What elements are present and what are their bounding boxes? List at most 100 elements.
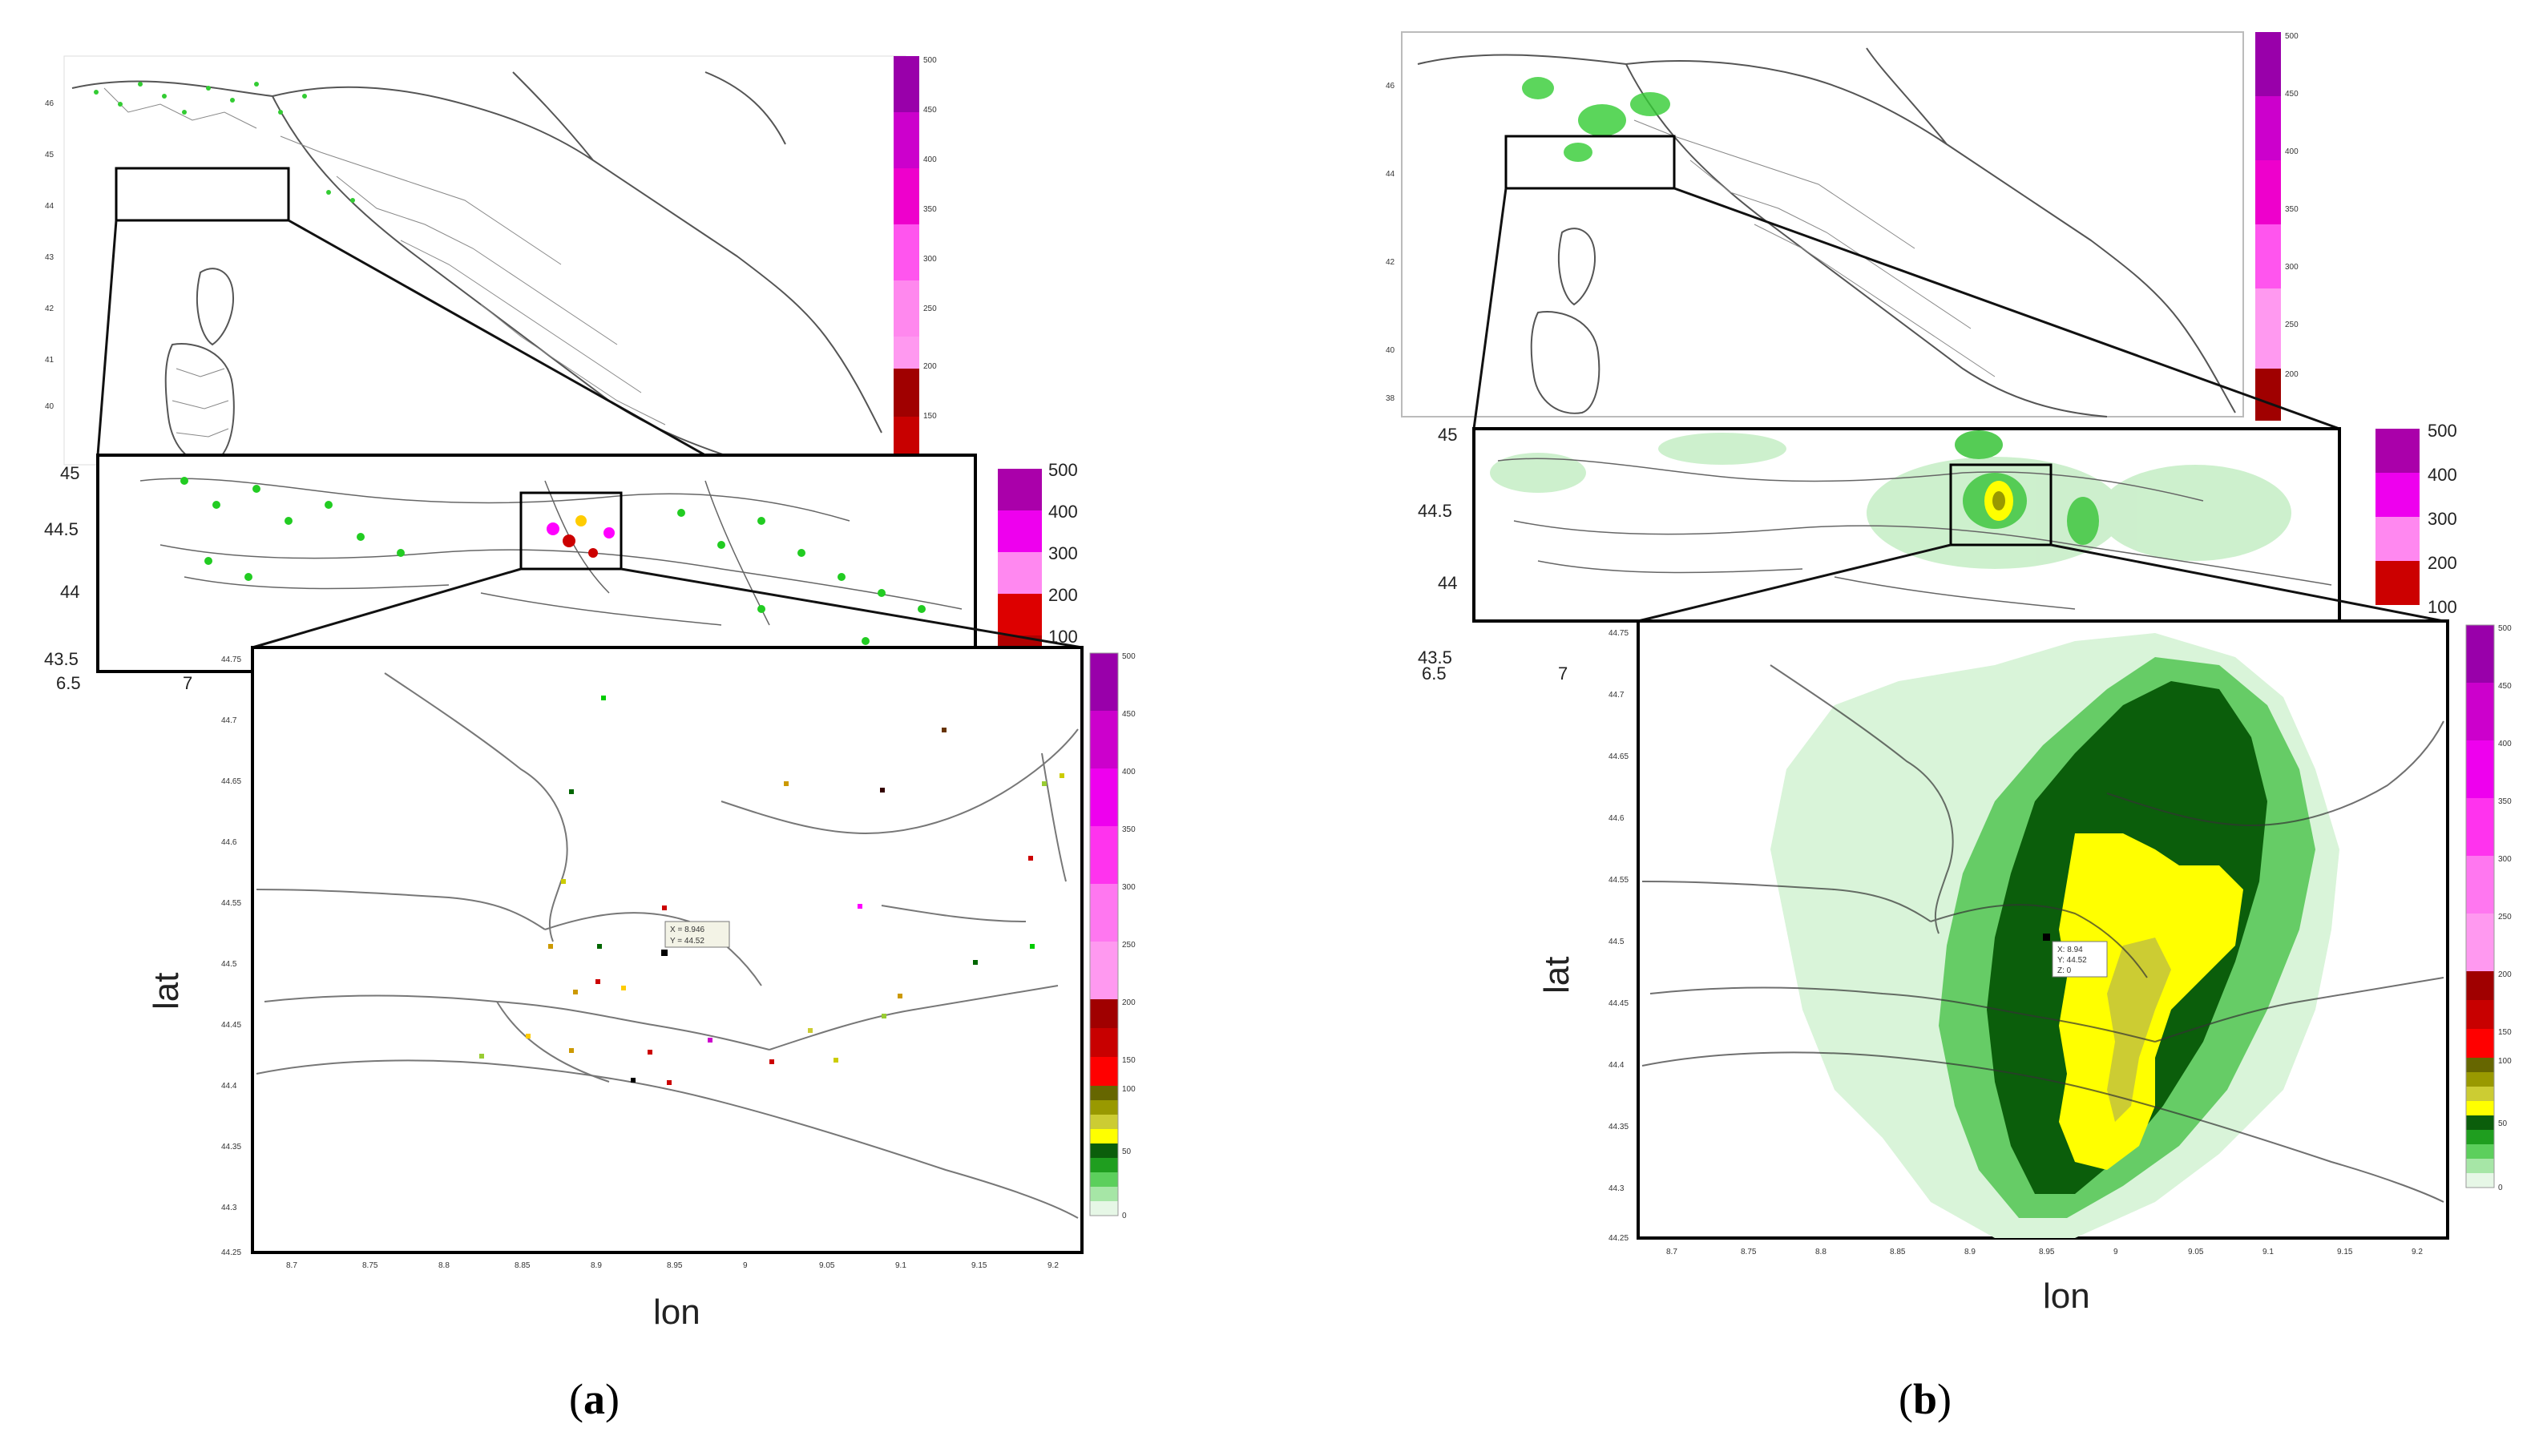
zoom-lat-tick: 44.4 bbox=[221, 1082, 237, 1091]
zoom-lon-tick: 9.05 bbox=[819, 1261, 835, 1270]
y-axis-title-b: lat bbox=[1537, 957, 1576, 994]
zoom-colorbar-a: 500 450 400 350 300 250 200 150 100 50 0 bbox=[1089, 652, 1136, 1220]
zoom-cbar-tick-b: 400 bbox=[2498, 740, 2512, 748]
zoom-lat-axis-b: 44.75 44.7 44.65 44.6 44.55 44.5 44.45 4… bbox=[1609, 629, 1629, 1243]
zoom-lon-tick: 9.15 bbox=[971, 1261, 987, 1270]
italy-coastline bbox=[71, 71, 882, 466]
x-axis-title-b: lon bbox=[2043, 1277, 2090, 1316]
caption-a: (a) bbox=[569, 1375, 620, 1423]
zoom-lon-tick-b: 8.95 bbox=[2039, 1248, 2055, 1256]
zoom-cbar-tick: 0 bbox=[1122, 1212, 1127, 1220]
overview-cbar-tick: 500 bbox=[923, 56, 937, 65]
zoom-lat-tick-b: 44.7 bbox=[1609, 691, 1625, 700]
overview-zoom-box bbox=[115, 167, 290, 222]
zoom-lat-tick: 44.25 bbox=[221, 1248, 241, 1257]
overview-lat-tick-b: 40 bbox=[1386, 346, 1395, 355]
overview-cbar-tick-b: 400 bbox=[2285, 147, 2299, 156]
zoom-lat-tick: 44.75 bbox=[221, 655, 241, 664]
zoom-lat-tick: 44.45 bbox=[221, 1021, 241, 1030]
zoom-cbar-tick: 300 bbox=[1122, 883, 1136, 892]
mid-lon-tick: 6.5 bbox=[56, 673, 81, 693]
overview-zoom-box-b bbox=[1504, 135, 1676, 190]
zoom-lon-tick-b: 9.2 bbox=[2412, 1248, 2423, 1256]
datatip-z-b: Z: 0 bbox=[2057, 966, 2072, 975]
zoom-cbar-tick: 150 bbox=[1122, 1056, 1136, 1065]
zoom-lon-axis-a: 8.7 8.75 8.8 8.85 8.9 8.95 9 9.05 9.1 9.… bbox=[286, 1261, 1059, 1270]
zoom-lon-tick: 8.9 bbox=[591, 1261, 602, 1270]
overview-lat-axis: 46 45 44 43 42 41 40 bbox=[45, 99, 54, 411]
overview-map-a: 46 45 44 43 42 41 40 500 450 bbox=[45, 55, 937, 466]
mid-cbar-tick: 300 bbox=[1048, 543, 1078, 563]
overview-cbar-tick-b: 500 bbox=[2285, 32, 2299, 41]
zoom-lat-tick: 44.7 bbox=[221, 716, 237, 725]
zoom-lon-tick: 9 bbox=[743, 1261, 748, 1270]
panel-a: 46 45 44 43 42 41 40 500 450 bbox=[0, 0, 1274, 1452]
overview-cbar-tick: 450 bbox=[923, 106, 937, 115]
overview-cbar-tick: 150 bbox=[923, 412, 937, 421]
zoom-lon-tick-b: 9 bbox=[2113, 1248, 2118, 1256]
zoom-cbar-tick-b: 150 bbox=[2498, 1028, 2512, 1037]
zoom-cbar-tick: 400 bbox=[1122, 768, 1136, 776]
mid-map-b: 45 44.5 44 43.5 6.5 7 500 400 300 200 10… bbox=[1418, 421, 2457, 684]
zoom-lon-tick-b: 8.75 bbox=[1741, 1248, 1757, 1256]
zoom-lat-tick: 44.5 bbox=[221, 960, 237, 969]
zoom-lat-tick-b: 44.75 bbox=[1609, 629, 1629, 638]
datatip-x: X = 8.946 bbox=[670, 926, 705, 934]
panel-a-graphic: 46 45 44 43 42 41 40 500 450 bbox=[44, 55, 1136, 1332]
overview-colorbar-b: 500 450 400 350 300 250 200 bbox=[2255, 32, 2299, 421]
overview-cbar-tick-b: 350 bbox=[2285, 205, 2299, 214]
zoom-lat-axis-a: 44.75 44.7 44.65 44.6 44.55 44.5 44.45 4… bbox=[221, 655, 241, 1257]
mid-cbar-tick: 400 bbox=[1048, 502, 1078, 522]
zoom-lat-tick-b: 44.65 bbox=[1609, 752, 1629, 761]
overview-lat-tick-b: 38 bbox=[1386, 394, 1395, 403]
zoom-cbar-tick-b: 500 bbox=[2498, 624, 2512, 633]
zoom-lon-tick: 9.1 bbox=[895, 1261, 906, 1270]
caption-b: (b) bbox=[1899, 1375, 1952, 1423]
overview-lat-tick-b: 42 bbox=[1386, 258, 1395, 267]
zoom-cbar-tick-b: 50 bbox=[2498, 1119, 2508, 1128]
mid-lat-tick: 45 bbox=[60, 463, 79, 483]
overview-lat-tick: 46 bbox=[45, 99, 54, 108]
zoom-lat-tick-b: 44.25 bbox=[1609, 1234, 1629, 1243]
overview-lat-tick: 40 bbox=[45, 402, 54, 411]
zoom-map-b: X: 8.94 Y: 44.52 Z: 0 44.75 44.7 44.65 4… bbox=[1537, 619, 2512, 1316]
mid-lat-tick-b: 44.5 bbox=[1418, 501, 1452, 521]
datatip-y-b: Y: 44.52 bbox=[2057, 956, 2087, 965]
overview-map-b: 46 44 42 40 38 500 450 400 350 3 bbox=[1386, 31, 2299, 421]
mid-map-a: 45 44.5 44 43.5 6.5 7 500 400 300 200 bbox=[44, 454, 1078, 693]
zoom-lon-tick: 8.95 bbox=[667, 1261, 683, 1270]
panel-b-graphic: 46 44 42 40 38 500 450 400 350 3 bbox=[1386, 31, 2512, 1316]
overview-cbar-tick: 200 bbox=[923, 362, 937, 371]
mid-lon-tick-b: 7 bbox=[1558, 663, 1568, 684]
y-axis-title-a: lat bbox=[147, 973, 186, 1010]
zoom-cbar-tick: 250 bbox=[1122, 941, 1136, 950]
zoom-lat-tick: 44.35 bbox=[221, 1143, 241, 1151]
overview-lat-tick: 45 bbox=[45, 151, 54, 159]
zoom-cbar-tick: 100 bbox=[1122, 1085, 1136, 1094]
overview-cbar-tick: 350 bbox=[923, 205, 937, 214]
zoom-lat-tick-b: 44.6 bbox=[1609, 814, 1625, 823]
mid-colorbar-b: 500 400 300 200 100 bbox=[2375, 421, 2457, 617]
overview-cbar-tick: 300 bbox=[923, 255, 937, 264]
overview-lat-tick: 41 bbox=[45, 356, 54, 365]
datatip-x-b: X: 8.94 bbox=[2057, 946, 2083, 954]
overview-cbar-tick-b: 450 bbox=[2285, 90, 2299, 99]
zoom-lon-tick-b: 8.85 bbox=[1890, 1248, 1906, 1256]
zoom-lon-tick-b: 9.1 bbox=[2262, 1248, 2274, 1256]
zoom-lon-tick-b: 8.9 bbox=[1964, 1248, 1976, 1256]
mid-lat-tick: 44.5 bbox=[44, 519, 79, 539]
mid-cbar-tick-b: 500 bbox=[2428, 421, 2457, 441]
zoom-lat-tick-b: 44.5 bbox=[1609, 938, 1625, 946]
overview-cbar-tick-b: 200 bbox=[2285, 370, 2299, 379]
x-axis-title-a: lon bbox=[653, 1293, 700, 1332]
zoom-datatip-b: X: 8.94 Y: 44.52 Z: 0 bbox=[2052, 941, 2108, 978]
zoom-colorbar-b: 500 450 400 350 300 250 200 150 100 50 0 bbox=[2465, 624, 2512, 1192]
zoom-cbar-tick: 50 bbox=[1122, 1147, 1132, 1156]
panel-b: 46 44 42 40 38 500 450 400 350 3 bbox=[1274, 0, 2547, 1452]
overview-lat-tick-b: 46 bbox=[1386, 82, 1395, 91]
zoom-cbar-tick-b: 450 bbox=[2498, 682, 2512, 691]
mid-colorbar-a: 500 400 300 200 100 bbox=[998, 460, 1078, 655]
mid-lat-tick-b: 45 bbox=[1438, 425, 1457, 445]
mid-lon-tick: 7 bbox=[183, 673, 192, 693]
mid-cbar-tick-b: 100 bbox=[2428, 597, 2457, 617]
